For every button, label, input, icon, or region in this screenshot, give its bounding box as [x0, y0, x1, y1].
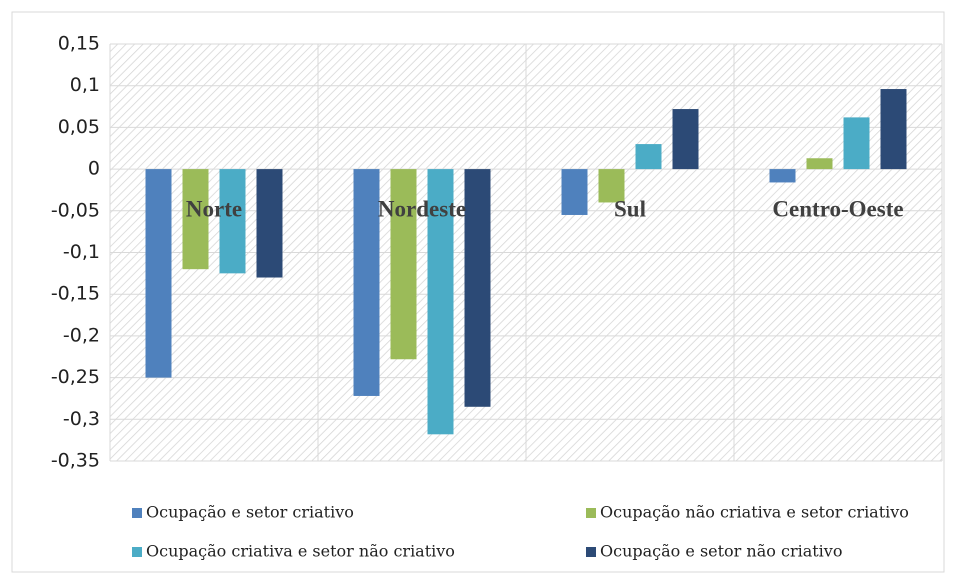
y-tick-label: -0,1: [63, 241, 100, 263]
bar: [843, 117, 870, 170]
bar: [672, 109, 699, 170]
y-tick-label: -0,3: [63, 408, 100, 430]
legend-swatch: [132, 547, 142, 557]
bar: [182, 169, 209, 270]
bar: [427, 169, 454, 435]
category-label: Sul: [614, 196, 646, 221]
legend-label: Ocupação criativa e setor não criativo: [146, 542, 455, 561]
y-tick-label: -0,15: [51, 283, 100, 305]
bar: [635, 144, 662, 170]
y-tick-label: -0,35: [51, 450, 100, 472]
bar: [145, 169, 172, 378]
bar: [353, 169, 380, 396]
legend-swatch: [586, 508, 596, 518]
legend-swatch: [586, 547, 596, 557]
legend-label: Ocupação e setor não criativo: [600, 542, 842, 561]
legend-label: Ocupação e setor criativo: [146, 503, 354, 522]
legend-label: Ocupação não criativa e setor criativo: [600, 503, 909, 522]
y-tick-label: 0,15: [58, 33, 100, 55]
bar: [464, 169, 491, 407]
category-label: Centro-Oeste: [772, 196, 903, 221]
category-label: Nordeste: [378, 196, 466, 221]
y-tick-label: -0,25: [51, 366, 100, 388]
y-tick-label: 0: [88, 158, 100, 180]
legend-swatch: [132, 508, 142, 518]
bar: [880, 89, 907, 170]
category-label: Norte: [186, 196, 242, 221]
bar: [219, 169, 246, 274]
bar: [769, 169, 796, 183]
y-tick-label: 0,1: [70, 74, 100, 96]
bar: [561, 169, 588, 215]
bar: [256, 169, 283, 278]
y-tick-label: 0,05: [58, 116, 100, 138]
y-tick-label: -0,05: [51, 199, 100, 221]
y-tick-label: -0,2: [63, 324, 100, 346]
bar: [806, 158, 833, 170]
bar: [598, 169, 625, 203]
bar: [390, 169, 417, 360]
